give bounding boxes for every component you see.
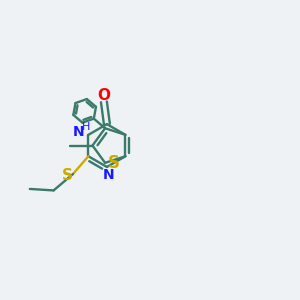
Text: S: S (107, 154, 119, 172)
Text: N: N (103, 168, 114, 182)
Text: H: H (82, 122, 91, 131)
Text: O: O (98, 88, 110, 104)
Text: S: S (62, 168, 73, 183)
Text: N: N (73, 125, 85, 140)
